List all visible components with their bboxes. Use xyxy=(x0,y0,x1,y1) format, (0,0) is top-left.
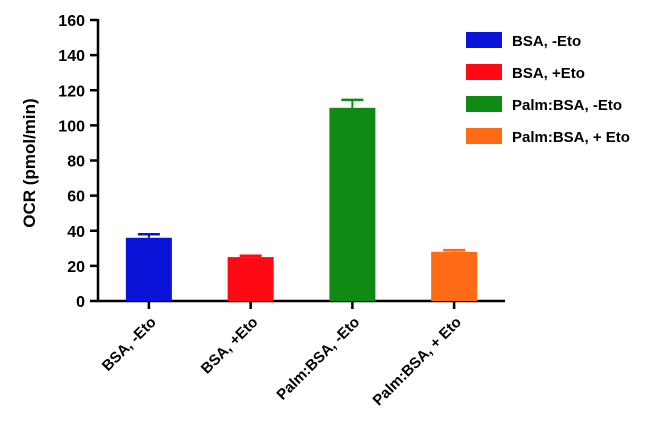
y-tick-label: 140 xyxy=(58,48,85,65)
bar xyxy=(329,107,376,301)
legend-swatch xyxy=(466,64,502,80)
x-tick-label: Palm:BSA, -Eto xyxy=(273,314,363,404)
x-tick-label: BSA, +Eto xyxy=(198,314,262,378)
legend-label: Palm:BSA, -Eto xyxy=(512,97,622,114)
y-tick-label: 0 xyxy=(76,294,85,311)
bar xyxy=(431,251,478,301)
x-axis xyxy=(97,299,505,309)
legend-swatch xyxy=(466,96,502,112)
legend-swatch xyxy=(466,32,502,48)
y-tick-label: 120 xyxy=(58,83,85,100)
category-labels: BSA, -Eto BSA, +Eto Palm:BSA, -Eto Palm:BSA… xyxy=(99,314,465,409)
legend-label: BSA, -Eto xyxy=(512,33,581,50)
bars xyxy=(125,107,478,301)
legend-label: BSA, +Eto xyxy=(512,65,585,82)
legend-swatch xyxy=(466,128,502,144)
y-tick-label: 20 xyxy=(67,259,85,276)
y-axis-title: OCR (pmol/min) xyxy=(20,98,39,227)
y-tick-label: 100 xyxy=(58,118,85,135)
x-tick-label: BSA, -Eto xyxy=(99,314,160,375)
legend: BSA, -Eto BSA, +Eto Palm:BSA, -Eto Palm:BSA… xyxy=(466,32,630,146)
y-tick-label: 40 xyxy=(67,224,85,241)
y-axis: 0 20 40 60 80 100 120 140 160 xyxy=(58,13,100,311)
bar xyxy=(227,257,274,301)
error-bars xyxy=(137,98,466,258)
bar xyxy=(125,237,172,301)
legend-label: Palm:BSA, + Eto xyxy=(512,129,630,146)
x-tick-label: Palm:BSA, + Eto xyxy=(370,314,465,409)
y-tick-label: 160 xyxy=(58,13,85,30)
y-tick-label: 60 xyxy=(67,189,85,206)
y-tick-label: 80 xyxy=(67,154,85,171)
